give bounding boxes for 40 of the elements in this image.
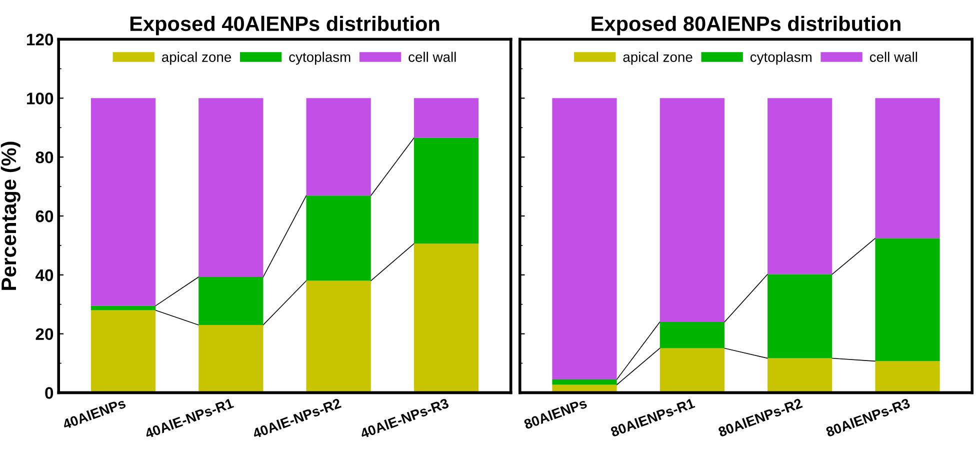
- bar: [552, 384, 617, 393]
- bar: [552, 98, 617, 380]
- bar: [875, 98, 940, 238]
- legend-label: apical zone: [623, 52, 692, 65]
- bar: [660, 348, 724, 393]
- bar: [90, 306, 156, 310]
- bar: [90, 310, 156, 393]
- chart-title: Exposed 40AlENPs distribution: [130, 16, 440, 36]
- bar: [768, 98, 832, 274]
- legend-label: apical zone: [162, 52, 232, 65]
- y-tick-label: 120: [27, 34, 54, 46]
- bar: [198, 276, 264, 325]
- legend-label: cell wall: [408, 52, 456, 62]
- bar: [414, 138, 479, 244]
- bar: [198, 98, 264, 277]
- y-tick-label: 20: [36, 328, 54, 340]
- bar: [306, 98, 371, 196]
- bar: [90, 98, 156, 306]
- bar: [414, 98, 479, 138]
- y-tick-label: 40: [35, 269, 54, 282]
- bar: [198, 324, 264, 393]
- y-tick-label: 60: [36, 210, 54, 222]
- bar: [414, 244, 479, 393]
- bar: [768, 358, 832, 393]
- bar: [660, 322, 724, 348]
- y-tick-label: 100: [27, 92, 54, 104]
- bar: [660, 98, 724, 322]
- bar: [875, 361, 940, 393]
- chart-title: Exposed 80AlENPs distribution: [592, 16, 900, 36]
- legend-label: cell wall: [870, 52, 918, 62]
- bar: [552, 379, 617, 385]
- legend-label: cytoplasm: [750, 52, 812, 65]
- y-tick-label: 0: [45, 387, 54, 399]
- legend-label: cytoplasm: [289, 52, 350, 65]
- bar: [875, 238, 940, 362]
- bar: [306, 196, 371, 281]
- y-tick-label: 80: [36, 151, 54, 164]
- bar: [768, 274, 832, 358]
- y-axis-title: Percentage (%): [0, 142, 20, 290]
- bar: [306, 280, 371, 393]
